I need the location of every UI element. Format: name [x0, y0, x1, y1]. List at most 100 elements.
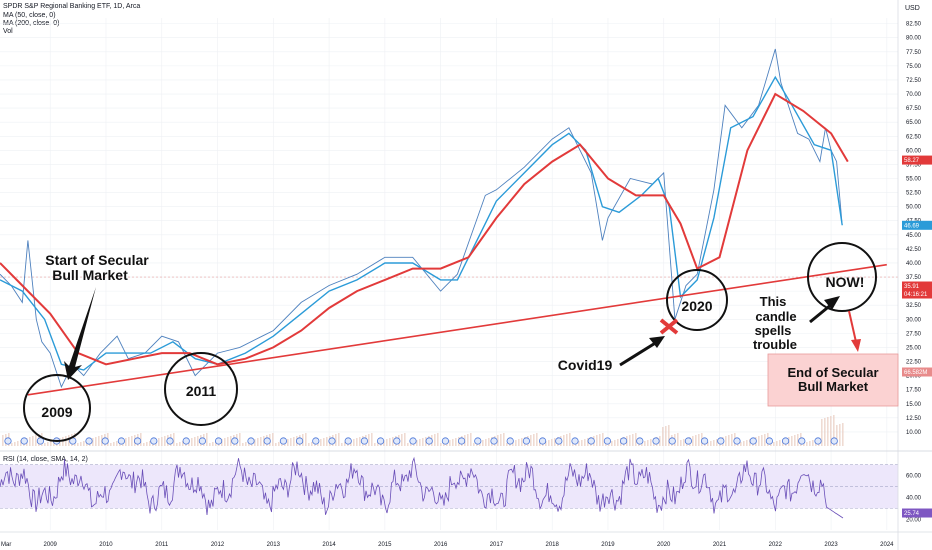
volume-bar	[377, 442, 379, 446]
volume-bar	[14, 442, 16, 446]
volume-bar	[29, 437, 31, 446]
rsi-tick-label: 20.00	[906, 517, 922, 523]
volume-bar	[131, 436, 133, 446]
volume-bar	[227, 437, 229, 446]
volume-bar	[449, 440, 451, 446]
covid-x-mark	[659, 318, 679, 335]
volume-bar	[17, 441, 19, 446]
end-label-line2: Bull Market	[798, 379, 869, 394]
candle-label-line2: candle	[755, 309, 796, 324]
dividend-marker	[263, 437, 271, 445]
dividend-marker	[425, 437, 433, 445]
volume-bar	[599, 434, 601, 446]
volume-bar	[485, 439, 487, 446]
volume-bar	[50, 441, 52, 446]
volume-bar	[743, 441, 745, 446]
volume-bar	[779, 440, 781, 446]
dividend-marker	[571, 437, 579, 445]
volume-bar	[455, 438, 457, 446]
dividend-marker	[457, 437, 466, 445]
volume-bar	[77, 443, 79, 446]
volume-bar	[20, 440, 22, 446]
volume-bar	[209, 443, 211, 446]
volume-bar	[272, 433, 274, 446]
dividend-marker	[749, 437, 757, 445]
volume-bar	[761, 435, 763, 446]
volume-bar	[821, 419, 823, 446]
x-tick-label: 2014	[322, 542, 336, 548]
x-tick-label: 2016	[434, 542, 448, 548]
volume-bar	[539, 443, 541, 446]
volume-bar	[11, 443, 13, 446]
end-arrow-shaft	[848, 310, 857, 343]
covid-label: Covid19	[558, 357, 613, 373]
dividend-marker	[85, 437, 93, 445]
dividend-marker	[798, 437, 806, 445]
dividend-marker	[474, 437, 482, 445]
volume-bar	[536, 433, 538, 446]
volume-bar	[257, 438, 259, 446]
volume-bar	[503, 433, 505, 446]
volume-bar	[638, 443, 640, 446]
volume-bar	[65, 436, 67, 446]
volume-bar	[668, 425, 670, 446]
y-tick-label: 70.00	[906, 92, 922, 98]
start-label-line2: Bull Market	[52, 267, 128, 283]
volume-bar	[662, 427, 664, 446]
volume-bar	[419, 439, 421, 446]
volume-value-tag-bg	[902, 367, 932, 377]
dividend-marker	[166, 437, 174, 445]
ma50-line	[0, 75, 843, 371]
dividend-marker	[328, 437, 336, 445]
volume-bar	[746, 440, 748, 446]
volume-bar	[554, 438, 556, 446]
volume-bar	[611, 441, 613, 446]
volume-bar	[44, 443, 46, 446]
volume-bar	[194, 437, 196, 446]
volume-bar	[143, 443, 145, 446]
dividend-marker	[231, 437, 239, 445]
volume-bar	[392, 437, 394, 446]
volume-bar	[80, 442, 82, 446]
dividend-marker	[538, 437, 547, 445]
y-tick-label: 25.00	[906, 345, 922, 351]
start-arrow	[64, 287, 96, 380]
volume-bar	[383, 440, 385, 446]
x-tick-label: 2024	[880, 542, 894, 548]
volume-bar	[563, 435, 565, 446]
volume-bar	[320, 439, 322, 446]
volume-bar	[692, 436, 694, 446]
x-tick-label: 2013	[267, 542, 281, 548]
volume-bar	[635, 433, 637, 446]
volume-bar	[326, 437, 328, 446]
rsi-value-tag: 25.74	[904, 511, 920, 517]
y-tick-label: 22.50	[906, 360, 922, 366]
dividend-marker	[717, 437, 725, 445]
volume-bar	[308, 443, 310, 446]
volume-bar	[602, 433, 604, 446]
rsi-tick-label: 40.00	[906, 495, 922, 501]
volume-bar	[482, 440, 484, 446]
volume-bar	[371, 433, 373, 446]
volume-bar	[764, 434, 766, 446]
price-value-tag: 35.91	[904, 284, 920, 290]
x-tick-label: Mar	[1, 542, 11, 548]
volume-bar	[275, 443, 277, 446]
volume-bar	[191, 438, 193, 446]
dividend-marker	[814, 437, 822, 445]
y-tick-label: 32.50	[906, 303, 922, 309]
candle-label-line1: This	[760, 294, 787, 309]
volume-bar	[506, 443, 508, 446]
dividend-marker	[668, 437, 676, 445]
y-tick-label: 55.00	[906, 177, 922, 183]
volume-bar	[698, 434, 700, 446]
volume-bar	[548, 440, 550, 446]
ma50-legend: MA (50, close, 0)	[3, 12, 56, 19]
dividend-marker	[409, 437, 417, 445]
volume-bar	[710, 441, 712, 446]
x-tick-label: 2015	[378, 542, 392, 548]
volume-bar	[98, 436, 100, 446]
volume-bar	[245, 442, 247, 446]
dividend-marker	[636, 437, 644, 445]
